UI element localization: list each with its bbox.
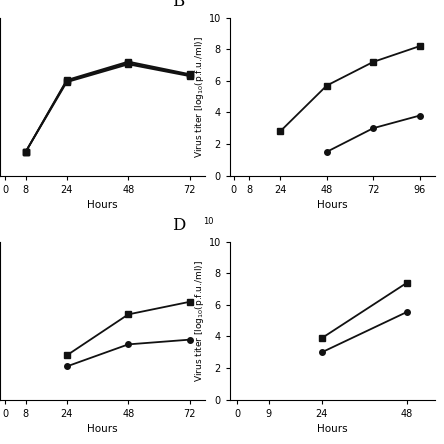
Text: 10: 10 — [203, 0, 214, 2]
Text: D: D — [172, 217, 186, 234]
Text: B: B — [172, 0, 185, 10]
X-axis label: Hours: Hours — [87, 424, 118, 434]
X-axis label: Hours: Hours — [317, 424, 348, 434]
Text: 10: 10 — [203, 217, 214, 226]
Y-axis label: Virus titer [log$_{10}$(p.f.u./ml)]: Virus titer [log$_{10}$(p.f.u./ml)] — [193, 260, 206, 382]
Y-axis label: Virus titer [log$_{10}$(p.f.u./ml)]: Virus titer [log$_{10}$(p.f.u./ml)] — [193, 36, 206, 158]
X-axis label: Hours: Hours — [87, 200, 118, 210]
X-axis label: Hours: Hours — [317, 200, 348, 210]
